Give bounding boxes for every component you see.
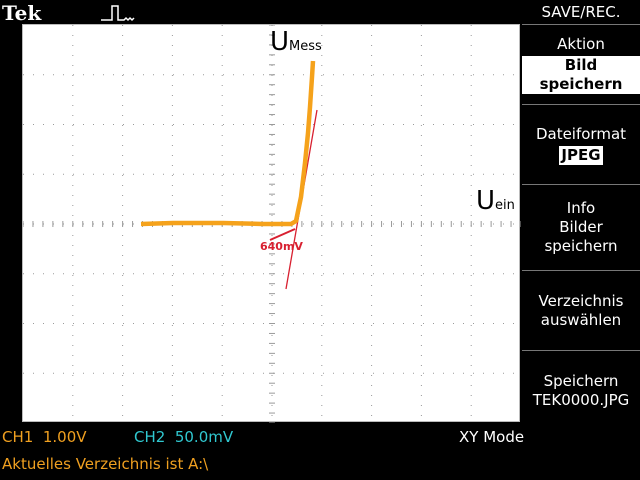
- ch2-scale: CH2 50.0mV: [134, 428, 234, 446]
- menu-title: SAVE/REC.: [541, 3, 621, 21]
- menu-info-line3: speichern: [544, 237, 618, 255]
- menu-info-line2: Bilder: [559, 218, 603, 236]
- mode-indicator: XY Mode: [459, 428, 525, 446]
- menu-dateiformat-value: JPEG: [559, 145, 603, 165]
- menu-dateiformat[interactable]: Dateiformat JPEG: [522, 104, 640, 184]
- menu-info[interactable]: Info Bilder speichern: [522, 184, 640, 270]
- menu-speichern-line2: TEK0000.JPG: [532, 390, 630, 409]
- xy-trace: [140, 60, 316, 227]
- ch1-scale: CH1 1.00V: [2, 428, 87, 446]
- menu-speichern[interactable]: Speichern TEK0000.JPG: [522, 350, 640, 430]
- menu-verzeichnis[interactable]: Verzeichnis auswählen: [522, 270, 640, 350]
- brand-logo: Tek: [2, 1, 42, 25]
- u-mess-label: UMess: [270, 27, 322, 57]
- menu-verzeichnis-line2: auswählen: [540, 310, 622, 329]
- menu-info-line1: Info: [566, 199, 596, 217]
- voltage-annotation: 640mV: [260, 240, 303, 253]
- menu-aktion-label: Aktion: [557, 35, 605, 53]
- menu-dateiformat-label: Dateiformat: [535, 124, 627, 143]
- directory-status: Aktuelles Verzeichnis ist A:\: [2, 455, 209, 473]
- waveform-display: UMess Uein 640mV: [22, 24, 521, 423]
- menu-speichern-line1: Speichern: [543, 371, 619, 390]
- menu-verzeichnis-line1: Verzeichnis: [538, 291, 624, 310]
- u-ein-label: Uein: [476, 186, 515, 216]
- trigger-pulse-icon: [101, 5, 135, 22]
- annotation-pointer: [269, 228, 296, 241]
- menu-aktion-value: Bild speichern: [522, 56, 640, 94]
- menu-aktion[interactable]: Aktion Bild speichern: [522, 24, 640, 104]
